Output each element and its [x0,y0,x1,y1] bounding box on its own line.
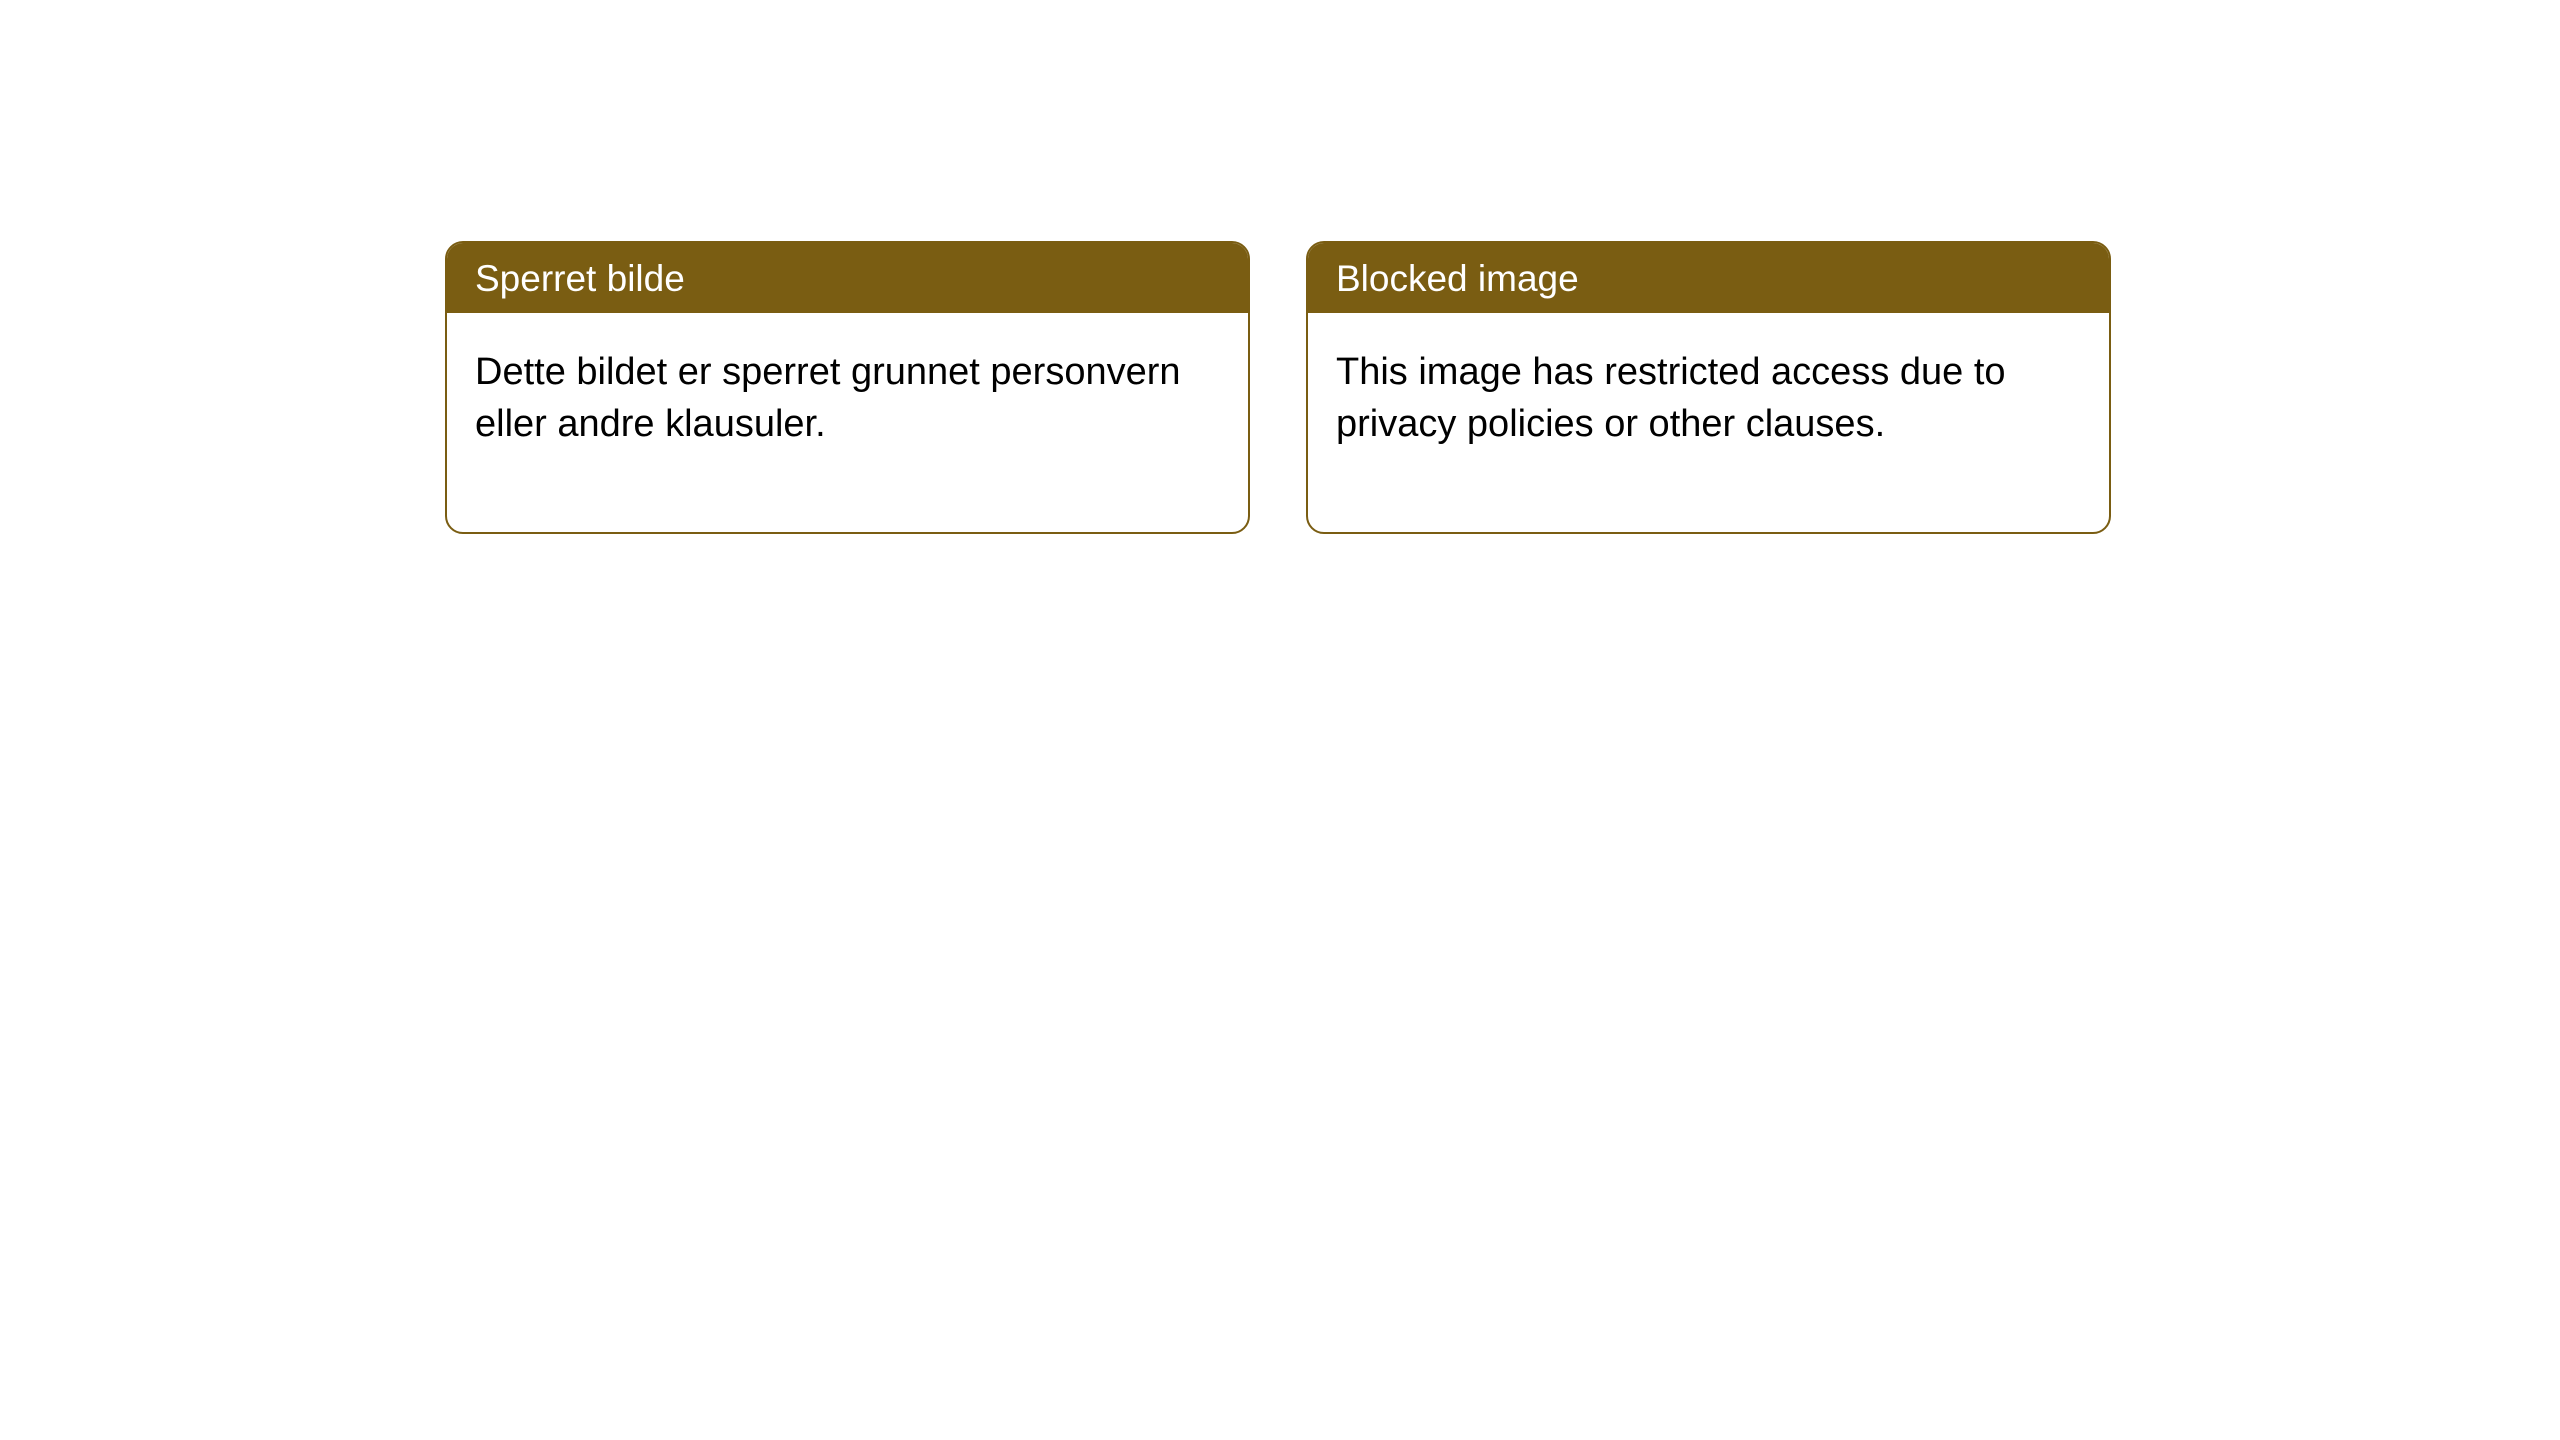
notice-body: Dette bildet er sperret grunnet personve… [447,313,1248,532]
notice-container: Sperret bilde Dette bildet er sperret gr… [445,241,2111,534]
notice-card-norwegian: Sperret bilde Dette bildet er sperret gr… [445,241,1250,534]
notice-body: This image has restricted access due to … [1308,313,2109,532]
notice-header: Blocked image [1308,243,2109,313]
notice-header: Sperret bilde [447,243,1248,313]
notice-card-english: Blocked image This image has restricted … [1306,241,2111,534]
